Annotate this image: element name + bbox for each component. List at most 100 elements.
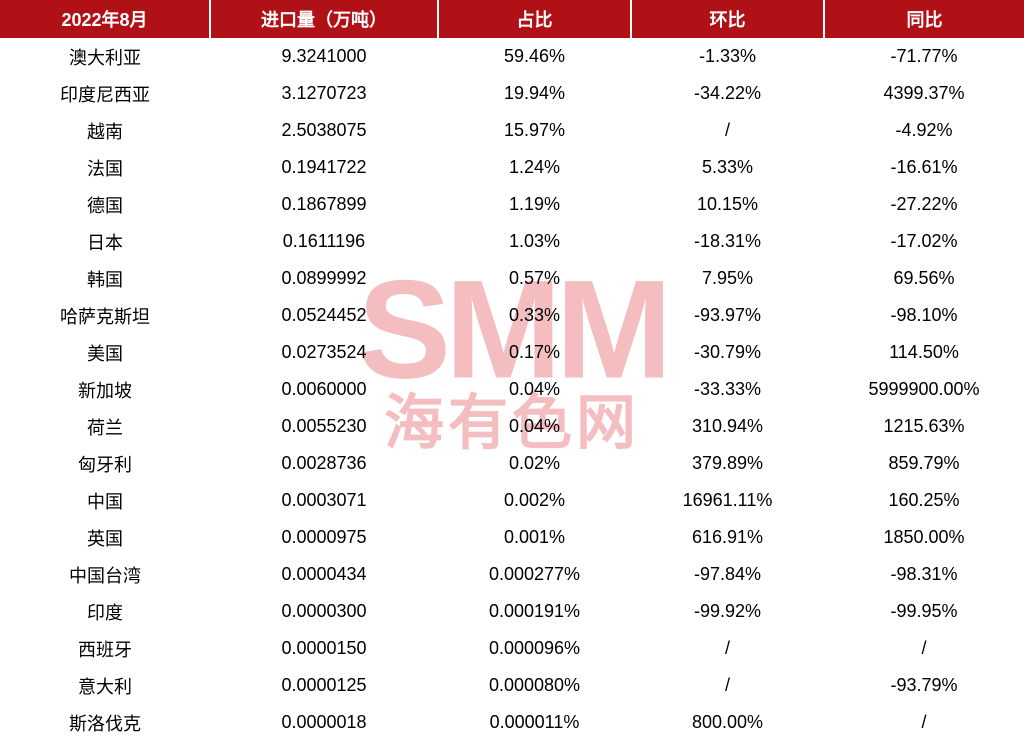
table-row: 澳大利亚9.324100059.46%-1.33%-71.77%: [0, 38, 1024, 75]
cell-c3: 800.00%: [631, 704, 824, 741]
cell-c4: 160.25%: [824, 482, 1024, 519]
table-row: 德国0.18678991.19%10.15%-27.22%: [0, 186, 1024, 223]
cell-c0: 中国: [0, 482, 210, 519]
cell-c4: 5999900.00%: [824, 371, 1024, 408]
cell-c2: 1.24%: [438, 149, 631, 186]
cell-c1: 0.0273524: [210, 334, 438, 371]
cell-c3: -1.33%: [631, 38, 824, 75]
cell-c4: -17.02%: [824, 223, 1024, 260]
cell-c1: 0.0899992: [210, 260, 438, 297]
cell-c3: -97.84%: [631, 556, 824, 593]
cell-c3: /: [631, 667, 824, 704]
cell-c4: -99.95%: [824, 593, 1024, 630]
cell-c1: 0.1867899: [210, 186, 438, 223]
cell-c1: 0.0028736: [210, 445, 438, 482]
table-header-row: 2022年8月 进口量（万吨） 占比 环比 同比: [0, 0, 1024, 38]
col-header-mom: 环比: [631, 0, 824, 38]
cell-c0: 越南: [0, 112, 210, 149]
cell-c0: 匈牙利: [0, 445, 210, 482]
table-row: 哈萨克斯坦0.05244520.33%-93.97%-98.10%: [0, 297, 1024, 334]
cell-c0: 意大利: [0, 667, 210, 704]
table-row: 美国0.02735240.17%-30.79%114.50%: [0, 334, 1024, 371]
cell-c2: 19.94%: [438, 75, 631, 112]
cell-c4: 1850.00%: [824, 519, 1024, 556]
cell-c3: -33.33%: [631, 371, 824, 408]
cell-c1: 0.0055230: [210, 408, 438, 445]
col-header-share: 占比: [438, 0, 631, 38]
table-body: 澳大利亚9.324100059.46%-1.33%-71.77%印度尼西亚3.1…: [0, 38, 1024, 744]
cell-c2: 0.57%: [438, 260, 631, 297]
cell-c4: -27.22%: [824, 186, 1024, 223]
cell-c1: 0.0060000: [210, 371, 438, 408]
cell-c4: -4.92%: [824, 112, 1024, 149]
table-row: 匈牙利0.00287360.02%379.89%859.79%: [0, 445, 1024, 482]
cell-c4: 4399.37%: [824, 75, 1024, 112]
cell-c1: 9.3241000: [210, 38, 438, 75]
cell-c3: 616.91%: [631, 519, 824, 556]
cell-c3: -34.22%: [631, 75, 824, 112]
cell-c1: 0.0000975: [210, 519, 438, 556]
table-row: 西班牙0.00001500.000096%//: [0, 630, 1024, 667]
cell-c0: 韩国: [0, 260, 210, 297]
cell-c0: 斯洛伐克: [0, 704, 210, 741]
table-row: 斯洛伐克0.00000180.000011%800.00%/: [0, 704, 1024, 741]
cell-c1: 2.5038075: [210, 112, 438, 149]
table-row: 意大利0.00001250.000080%/-93.79%: [0, 667, 1024, 704]
cell-c0: 中国台湾: [0, 556, 210, 593]
cell-c3: -18.31%: [631, 223, 824, 260]
cell-c4: 1215.63%: [824, 408, 1024, 445]
cell-c3: 310.94%: [631, 408, 824, 445]
cell-c3: 10.15%: [631, 186, 824, 223]
table-row: 英国0.00009750.001%616.91%1850.00%: [0, 519, 1024, 556]
cell-c2: 59.46%: [438, 38, 631, 75]
cell-c2: 0.000096%: [438, 630, 631, 667]
cell-c2: 0.001%: [438, 519, 631, 556]
cell-c3: -93.97%: [631, 297, 824, 334]
cell-c1: 0.1941722: [210, 149, 438, 186]
cell-c2: 0.000011%: [438, 704, 631, 741]
cell-c3: 5.33%: [631, 149, 824, 186]
col-header-volume: 进口量（万吨）: [210, 0, 438, 38]
cell-c4: -93.79%: [824, 667, 1024, 704]
table-row: 日本0.16111961.03%-18.31%-17.02%: [0, 223, 1024, 260]
cell-c3: -99.92%: [631, 593, 824, 630]
cell-c4: -16.61%: [824, 149, 1024, 186]
cell-c4: 859.79%: [824, 445, 1024, 482]
table-row: 中国台湾0.00004340.000277%-97.84%-98.31%: [0, 556, 1024, 593]
cell-c3: /: [631, 112, 824, 149]
cell-c0: 法国: [0, 149, 210, 186]
cell-c0: 西班牙: [0, 630, 210, 667]
cell-c1: 0.0524452: [210, 297, 438, 334]
cell-c1: 0.0000150: [210, 630, 438, 667]
table-row: 印度0.00003000.000191%-99.92%-99.95%: [0, 593, 1024, 630]
col-header-yoy: 同比: [824, 0, 1024, 38]
cell-c0: 荷兰: [0, 408, 210, 445]
table-row: 越南2.503807515.97%/-4.92%: [0, 112, 1024, 149]
cell-c2: 0.04%: [438, 371, 631, 408]
cell-c1: 0.1611196: [210, 223, 438, 260]
cell-c3: -30.79%: [631, 334, 824, 371]
cell-c1: 3.1270723: [210, 75, 438, 112]
cell-c3: 7.95%: [631, 260, 824, 297]
cell-c0: 日本: [0, 223, 210, 260]
col-header-period: 2022年8月: [0, 0, 210, 38]
cell-c2: 1.19%: [438, 186, 631, 223]
cell-c4: -98.31%: [824, 556, 1024, 593]
cell-c0: 德国: [0, 186, 210, 223]
table-row: 印度尼西亚3.127072319.94%-34.22%4399.37%: [0, 75, 1024, 112]
cell-c1: 0.0003071: [210, 482, 438, 519]
cell-c4: 69.56%: [824, 260, 1024, 297]
cell-c0: 美国: [0, 334, 210, 371]
cell-c3: 16961.11%: [631, 482, 824, 519]
cell-c3: 379.89%: [631, 445, 824, 482]
cell-c0: 印度: [0, 593, 210, 630]
cell-c0: 澳大利亚: [0, 38, 210, 75]
cell-c1: 0.0000125: [210, 667, 438, 704]
table-row: 中国0.00030710.002%16961.11%160.25%: [0, 482, 1024, 519]
cell-c3: /: [631, 630, 824, 667]
cell-c0: 英国: [0, 519, 210, 556]
cell-c2: 1.03%: [438, 223, 631, 260]
cell-c1: 0.0000018: [210, 704, 438, 741]
cell-c2: 0.02%: [438, 445, 631, 482]
cell-c4: -71.77%: [824, 38, 1024, 75]
